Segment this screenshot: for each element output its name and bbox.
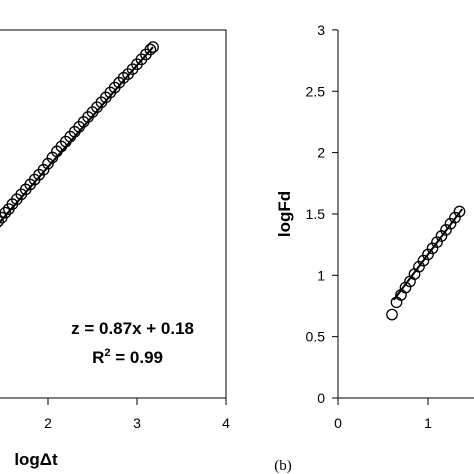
equation-label: z = 0.87x + 0.18 xyxy=(71,319,194,338)
r2-symbol: R xyxy=(92,348,104,367)
right-y-tick-label: 0 xyxy=(317,390,325,406)
left-data-point xyxy=(144,43,157,56)
left-scatter-points xyxy=(0,41,159,229)
right-fit-line xyxy=(393,208,463,301)
left-data-point xyxy=(37,163,50,176)
right-y-tick-label: 1.5 xyxy=(306,206,326,222)
left-data-point xyxy=(42,157,54,170)
plot-frame-left xyxy=(0,29,227,399)
r2-label: R2 = 0.99 xyxy=(92,347,163,367)
right-y-tick-label: 0.5 xyxy=(306,329,326,345)
left-x-tick-label: 2 xyxy=(44,415,52,431)
left-x-tick-label: 3 xyxy=(133,415,141,431)
right-axes-ticks: 0 0.5 1 1.5 2 2.5 3 0 1 xyxy=(306,22,433,431)
right-x-tick-label: 1 xyxy=(424,415,432,431)
right-data-point xyxy=(386,308,398,321)
right-x-tick-label: 0 xyxy=(334,415,342,431)
left-x-tick-label: 4 xyxy=(222,415,230,431)
left-x-axis: 2 3 4 xyxy=(44,398,230,431)
right-y-tick-label: 2.5 xyxy=(306,83,326,99)
left-data-point xyxy=(0,206,12,219)
left-data-point xyxy=(147,41,159,53)
r2-exponent: 2 xyxy=(104,347,110,359)
left-fit-line xyxy=(0,46,154,224)
right-y-tick-label: 3 xyxy=(317,22,325,38)
right-data-point xyxy=(453,205,466,218)
right-y-tick-label: 2 xyxy=(317,145,325,161)
panel-label-b: (b) xyxy=(274,458,292,474)
left-data-point xyxy=(0,215,5,227)
right-y-tick-label: 1 xyxy=(317,267,325,283)
right-y-axis-label: logFd xyxy=(275,191,294,237)
left-x-axis-label: logΔt xyxy=(14,450,58,469)
right-scatter-points xyxy=(386,205,466,321)
r2-value: = 0.99 xyxy=(111,348,163,367)
